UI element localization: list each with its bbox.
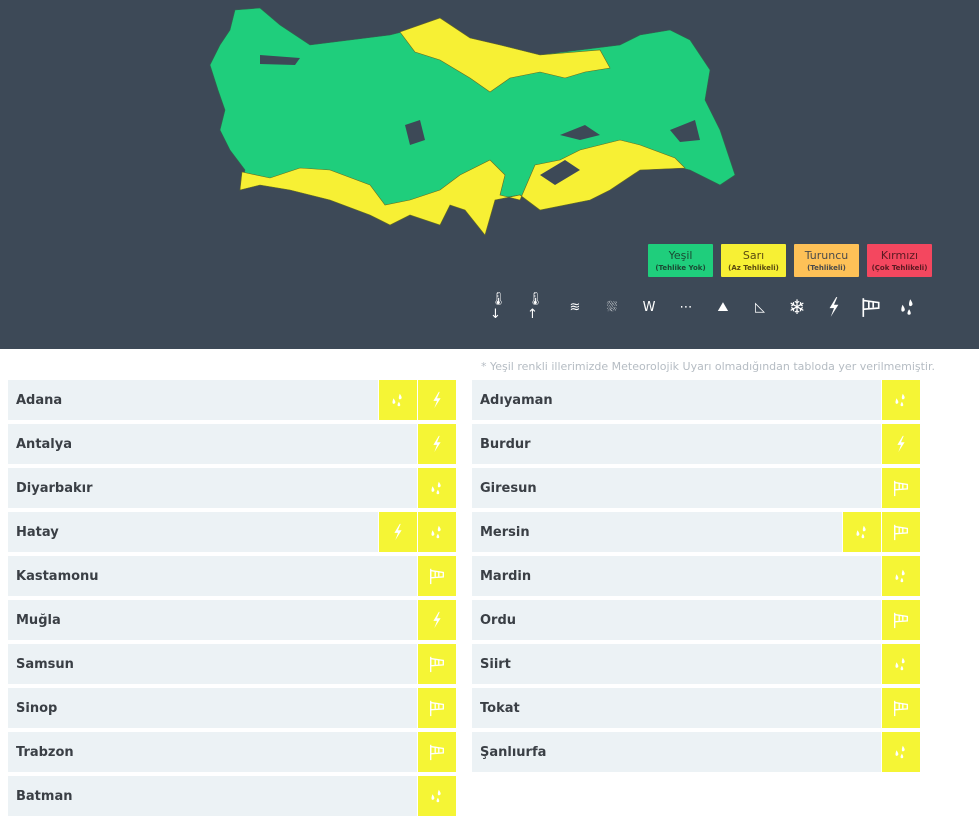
province-name: Mersin <box>480 524 530 540</box>
snow-melt-icon[interactable]: ⛆ <box>606 299 618 315</box>
rain-warning-icon[interactable] <box>881 556 920 596</box>
province-name: Batman <box>16 788 73 804</box>
legend-title: Turuncu <box>804 248 849 262</box>
lightning-warning-icon[interactable] <box>378 512 417 552</box>
province-row[interactable]: Tokat <box>472 688 920 728</box>
wind-icon[interactable] <box>860 296 882 318</box>
rain-warning-icon[interactable] <box>881 732 920 772</box>
fog-icon[interactable]: ≋ <box>569 299 581 315</box>
province-name: Trabzon <box>16 744 74 760</box>
lightning-warning-icon[interactable] <box>881 424 920 464</box>
province-name: Adıyaman <box>480 392 553 408</box>
legend-subtitle: (Tehlikeli) <box>807 263 846 272</box>
province-name: Giresun <box>480 480 537 496</box>
province-name: Burdur <box>480 436 531 452</box>
icicle-icon[interactable]: W <box>642 299 656 315</box>
rain-warning-icon[interactable] <box>378 380 417 420</box>
province-name: Ordu <box>480 612 517 628</box>
province-name: Muğla <box>16 612 61 628</box>
lightning-warning-icon[interactable] <box>417 600 456 640</box>
lightning-warning-icon[interactable] <box>417 380 456 420</box>
wind-warning-icon[interactable] <box>881 600 920 640</box>
legend-0: Yeşil (Tehlike Yok) <box>648 244 713 277</box>
province-row[interactable]: Adana <box>8 380 456 420</box>
province-row[interactable]: Samsun <box>8 644 456 684</box>
province-row[interactable]: Ordu <box>472 600 920 640</box>
sandstorm-icon[interactable]: ⋯ <box>679 299 693 315</box>
province-row[interactable]: Adıyaman <box>472 380 920 420</box>
province-row[interactable]: Mardin <box>472 556 920 596</box>
province-name: Samsun <box>16 656 74 672</box>
wind-warning-icon[interactable] <box>881 468 920 508</box>
legend-2: Turuncu (Tehlikeli) <box>794 244 859 277</box>
province-name: Adana <box>16 392 63 408</box>
province-row[interactable]: Trabzon <box>8 732 456 772</box>
province-row[interactable]: Diyarbakır <box>8 468 456 508</box>
province-name: Tokat <box>480 700 520 716</box>
province-name: Şanlıurfa <box>480 744 547 760</box>
rain-warning-icon[interactable] <box>417 512 456 552</box>
province-row[interactable]: Siirt <box>472 644 920 684</box>
province-row[interactable]: Antalya <box>8 424 456 464</box>
lightning-warning-icon[interactable] <box>417 424 456 464</box>
wind-warning-icon[interactable] <box>417 732 456 772</box>
province-row[interactable]: Batman <box>8 776 456 816</box>
legend-title: Yeşil <box>668 248 693 262</box>
wind-warning-icon[interactable] <box>417 644 456 684</box>
province-name: Mardin <box>480 568 532 584</box>
table-note: * Yeşil renkli illerimizde Meteorolojik … <box>481 360 935 373</box>
province-list-right: Adıyaman Burdur Giresun Mersin Mardin Ordu Sii… <box>472 380 920 776</box>
province-name: Kastamonu <box>16 568 99 584</box>
wind-warning-icon[interactable] <box>881 688 920 728</box>
province-name: Diyarbakır <box>16 480 93 496</box>
heat-icon[interactable]: 🌡↑ <box>527 292 544 322</box>
legend-subtitle: (Tehlike Yok) <box>655 263 706 272</box>
province-list-left: Adana Antalya Diyarbakır Hatay Kastamonu Muğl… <box>8 380 456 820</box>
legend-title: Kırmızı <box>880 248 919 262</box>
province-row[interactable]: Sinop <box>8 688 456 728</box>
lightning-icon[interactable] <box>823 296 845 318</box>
wind-warning-icon[interactable] <box>417 556 456 596</box>
province-name: Siirt <box>480 656 511 672</box>
legend-subtitle: (Az Tehlikeli) <box>728 263 779 272</box>
turkey-warning-map[interactable] <box>200 0 760 245</box>
rain-warning-icon[interactable] <box>842 512 881 552</box>
rain-warning-icon[interactable] <box>417 776 456 816</box>
legend-3: Kırmızı (Çok Tehlikeli) <box>867 244 932 277</box>
map-yellow-south[interactable] <box>239 139 686 236</box>
legend-title: Sarı <box>742 248 765 262</box>
cold-icon[interactable]: 🌡↓ <box>490 292 507 322</box>
province-row[interactable]: Burdur <box>472 424 920 464</box>
province-row[interactable]: Kastamonu <box>8 556 456 596</box>
legend-1: Sarı (Az Tehlikeli) <box>721 244 786 277</box>
snowflake-icon[interactable]: ❄ <box>788 295 806 319</box>
legend-subtitle: (Çok Tehlikeli) <box>871 263 928 272</box>
landslide-icon[interactable]: ◺ <box>755 299 765 315</box>
province-row[interactable]: Giresun <box>472 468 920 508</box>
map-yellow-north[interactable] <box>399 17 611 93</box>
province-row[interactable]: Hatay <box>8 512 456 552</box>
province-name: Hatay <box>16 524 59 540</box>
rain-warning-icon[interactable] <box>417 468 456 508</box>
avalanche-icon[interactable]: ⛰ <box>717 299 729 315</box>
province-name: Antalya <box>16 436 73 452</box>
rain-warning-icon[interactable] <box>881 644 920 684</box>
province-row[interactable]: Muğla <box>8 600 456 640</box>
rain-warning-icon[interactable] <box>881 380 920 420</box>
wind-warning-icon[interactable] <box>881 512 920 552</box>
province-row[interactable]: Mersin <box>472 512 920 552</box>
province-row[interactable]: Şanlıurfa <box>472 732 920 772</box>
province-name: Sinop <box>16 700 58 716</box>
wind-warning-icon[interactable] <box>417 688 456 728</box>
rain-icon[interactable] <box>897 296 919 318</box>
map-header: Yeşil (Tehlike Yok) Sarı (Az Tehlikeli) Turu… <box>0 0 979 349</box>
hazard-icon-bar: 🌡↓ 🌡↑ ≋ ⛆ W ⋯ ⛰ ◺ ❄ <box>490 292 919 322</box>
